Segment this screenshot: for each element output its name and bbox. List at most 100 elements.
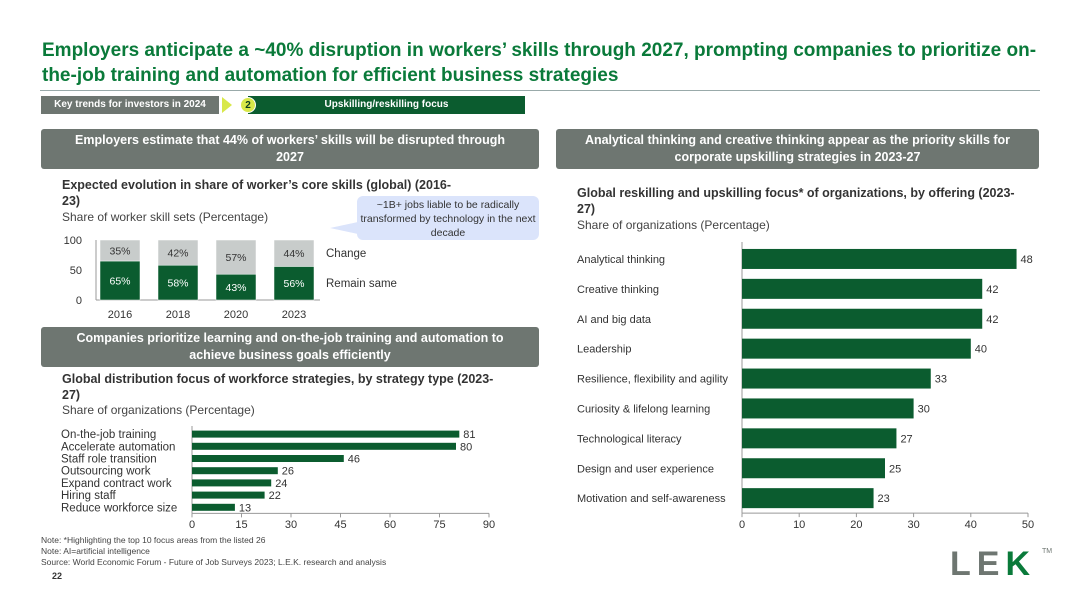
chevron-right-icon (222, 97, 232, 113)
bar (192, 442, 456, 450)
bar (192, 491, 265, 499)
category-label: AI and big data (577, 314, 652, 326)
bar-value-label: 35% (109, 246, 130, 258)
bar (742, 428, 897, 449)
bar-value-label: 25 (889, 463, 901, 475)
bar (742, 488, 874, 509)
bar-value-label: 23 (878, 493, 890, 505)
legend-change: Change (326, 248, 366, 260)
x-tick-label: 10 (793, 519, 805, 531)
left-banner-bottom: Companies prioritize learning and on-the… (41, 327, 539, 367)
bar-segment (273, 239, 315, 267)
chart3-subtitle: Share of organizations (Percentage) (577, 218, 770, 232)
x-tick-label: 2020 (224, 309, 248, 321)
category-label: Creative thinking (577, 284, 659, 296)
bar-segment (99, 260, 141, 301)
step-number-badge: 2 (240, 97, 256, 113)
bar-value-label: 43% (225, 282, 246, 294)
bar-value-label: 58% (167, 278, 188, 290)
bar (192, 430, 460, 438)
callout-pointer (330, 222, 358, 234)
x-tick-label: 15 (235, 519, 247, 531)
x-tick-label: 0 (189, 519, 195, 531)
bar-value-label: 42% (167, 248, 188, 260)
category-label: Expand contract work (61, 478, 172, 490)
reskilling-focus-chart: 0 10 20 30 40 50 48 Analytical thinking 42 Creati… (577, 242, 1034, 531)
bar-value-label: 24 (275, 478, 287, 490)
bar (192, 455, 344, 462)
bar-value-label: 65% (109, 276, 130, 288)
bar-value-label: 27 (900, 433, 912, 445)
category-label: Curiosity & lifelong learning (577, 403, 710, 415)
bar-value-label: 33 (935, 374, 947, 386)
bar-value-label: 40 (975, 344, 987, 356)
bar-value-label: 44% (283, 248, 304, 260)
x-tick-label: 2018 (166, 309, 190, 321)
right-banner: Analytical thinking and creative thinkin… (556, 129, 1039, 169)
category-label: Technological literacy (577, 433, 682, 445)
x-tick-label: 75 (433, 519, 445, 531)
bar (192, 503, 235, 511)
bar-value-label: 80 (460, 441, 472, 453)
x-tick-label: 30 (907, 519, 919, 531)
workforce-strategies-chart: 0 15 30 45 60 75 90 81 On-the-job training 80 Acce… (61, 426, 495, 531)
bar-value-label: 30 (918, 403, 930, 415)
x-tick-label: 0 (739, 519, 745, 531)
bar (192, 467, 278, 475)
x-tick-label: 20 (850, 519, 862, 531)
bar-value-label: 48 (1021, 254, 1033, 266)
bar (192, 479, 272, 487)
bar-value-label: 81 (463, 429, 475, 441)
bar-value-label: 57% (225, 252, 246, 264)
bar-segment (273, 266, 315, 301)
x-tick-label: 2023 (282, 309, 306, 321)
chart1-title: Expected evolution in share of worker’s … (62, 178, 452, 208)
bar (742, 368, 931, 389)
chart2-subtitle: Share of organizations (Percentage) (62, 403, 255, 417)
bar-value-label: 56% (283, 278, 304, 290)
x-tick-label: 60 (384, 519, 396, 531)
x-tick-label: 45 (334, 519, 346, 531)
trademark: TM (1042, 548, 1053, 555)
title-divider (40, 90, 1040, 91)
page-title: Employers anticipate a ~40% disruption i… (42, 40, 1037, 86)
category-label: Accelerate automation (61, 441, 175, 453)
legend-remain-same: Remain same (326, 278, 397, 290)
bar (742, 308, 983, 329)
logo-text: LE (950, 545, 1006, 583)
y-tick-label: 100 (64, 235, 82, 247)
lek-logo: LEK (950, 545, 1036, 584)
chart3-title: Global reskilling and upskilling focus* … (577, 186, 1015, 216)
bar-value-label: 42 (986, 284, 998, 296)
chart2-title: Global distribution focus of workforce s… (62, 372, 494, 402)
note-line: Note: AI=artificial intelligence (41, 546, 150, 556)
category-label: Leadership (577, 344, 631, 356)
category-label: Reduce workforce size (61, 502, 177, 514)
bar-value-label: 46 (348, 454, 360, 466)
bar-segment (215, 273, 257, 301)
source-line: Source: World Economic Forum - Future of… (41, 557, 387, 567)
category-label: Hiring staff (61, 490, 117, 502)
bar (742, 458, 885, 479)
category-label: Design and user experience (577, 463, 714, 475)
key-trends-tab[interactable]: Key trends for investors in 2024 (41, 96, 219, 114)
jobs-callout: ~1B+ jobs liable to be radically transfo… (357, 196, 539, 240)
x-tick-label: 50 (1022, 519, 1034, 531)
logo-k: K (1005, 545, 1037, 583)
bar-segment (157, 239, 199, 266)
page-number: 22 (52, 571, 63, 581)
chart1-subtitle: Share of worker skill sets (Percentage) (62, 210, 269, 224)
x-tick-label: 30 (285, 519, 297, 531)
bar-value-label: 42 (986, 314, 998, 326)
bar (742, 248, 1017, 269)
bar (742, 338, 971, 359)
bar-segment (99, 239, 141, 262)
stacked-bar-chart: 0 50 100 65% 35% 2016 58% 42% 2018 43% 57% 2020 56% 4… (64, 235, 397, 321)
left-banner-top: Employers estimate that 44% of workers’ … (41, 129, 539, 169)
upskilling-focus-tab[interactable]: Upskilling/reskilling focus (248, 96, 525, 114)
note-line: Note: *Highlighting the top 10 focus are… (41, 535, 266, 545)
bar-value-label: 22 (269, 490, 281, 502)
category-label: Resilience, flexibility and agility (577, 374, 729, 386)
category-label: Staff role transition (61, 454, 157, 466)
bar-value-label: 26 (282, 466, 294, 478)
